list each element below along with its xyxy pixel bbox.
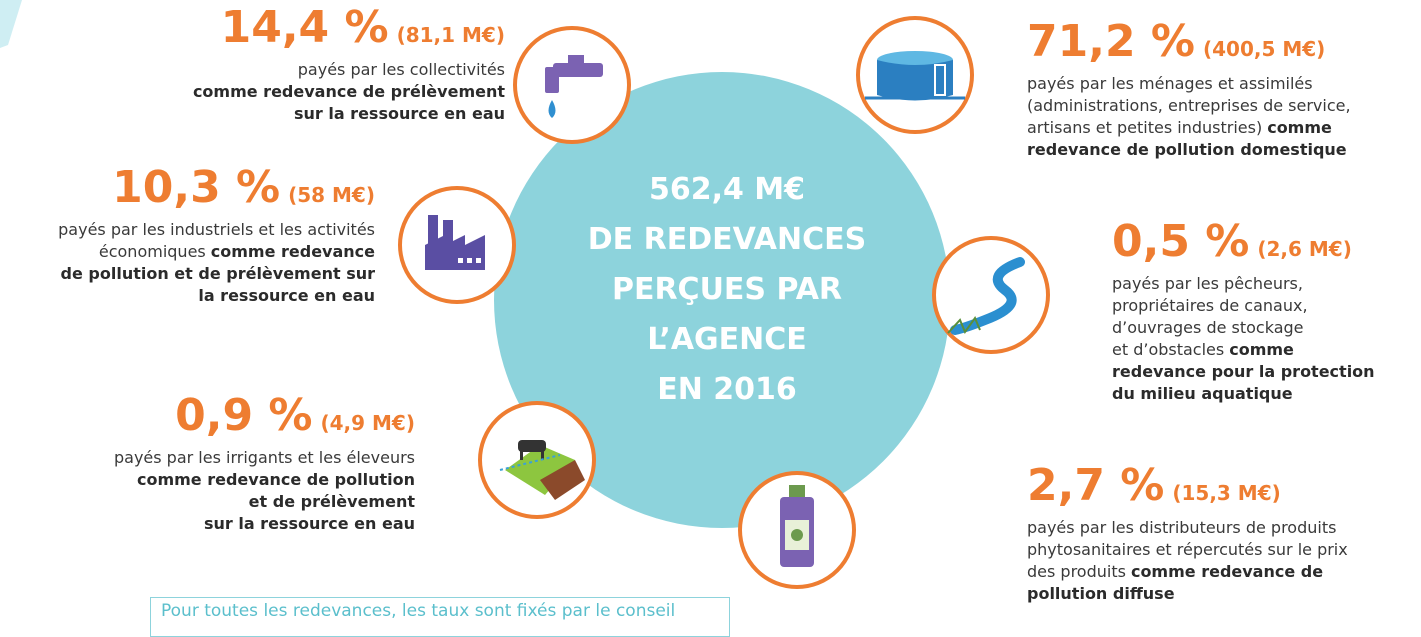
item: 71,2 %(400,5 M€) payés par les ménages et… xyxy=(1027,22,1351,161)
description-line: et de prélèvement xyxy=(114,491,415,513)
description-bold: pollution diffuse xyxy=(1027,584,1175,603)
description-line: payés par les industriels et les activit… xyxy=(58,219,375,241)
item: 0,5 %(2,6 M€) payés par les pêcheurs, prop… xyxy=(1112,222,1375,405)
description-text: payés par les distributeurs de produits xyxy=(1027,518,1336,537)
description-line: des produits comme redevance de xyxy=(1027,561,1348,583)
description-bold: comme xyxy=(1229,340,1294,359)
description-bold: comme redevance de xyxy=(1131,562,1323,581)
description-bold: redevance de pollution domestique xyxy=(1027,140,1347,159)
description-line: de pollution et de prélèvement sur xyxy=(58,263,375,285)
amount: (58 M€) xyxy=(288,183,375,207)
percent: 10,3 % xyxy=(112,162,280,213)
corner-shape xyxy=(0,0,22,48)
description-bold: la ressource en eau xyxy=(198,286,375,305)
description-bold: sur la ressource en eau xyxy=(294,104,505,123)
description-line: comme redevance de prélèvement xyxy=(193,81,505,103)
description-bold: comme redevance de pollution xyxy=(137,470,415,489)
description-line: payés par les collectivités xyxy=(193,59,505,81)
description-line: propriétaires de canaux, xyxy=(1112,295,1375,317)
description-line: payés par les ménages et assimilés xyxy=(1027,73,1351,95)
description-bold: de pollution et de prélèvement sur xyxy=(61,264,375,283)
bottle-icon xyxy=(780,485,814,567)
percent: 0,5 % xyxy=(1112,216,1249,267)
description-line: la ressource en eau xyxy=(58,285,375,307)
description-line: redevance pour la protection xyxy=(1112,361,1375,383)
item: 2,7 %(15,3 M€) payés par les distributeur… xyxy=(1027,466,1348,605)
description-bold: du milieu aquatique xyxy=(1112,384,1293,403)
amount: (15,3 M€) xyxy=(1172,481,1280,505)
description-line: phytosanitaires et répercutés sur le pri… xyxy=(1027,539,1348,561)
headline: 71,2 %(400,5 M€) xyxy=(1027,22,1351,71)
description-line: d’ouvrages de stockage xyxy=(1112,317,1375,339)
percent: 14,4 % xyxy=(221,2,389,53)
headline: 2,7 %(15,3 M€) xyxy=(1027,466,1348,515)
page: {"center": ["562,4 M€", "DE REDEVANCES",… xyxy=(0,0,1421,616)
description-text: payés par les industriels et les activit… xyxy=(58,220,375,239)
headline: 0,9 %(4,9 M€) xyxy=(114,396,415,445)
description-text: payés par les ménages et assimilés xyxy=(1027,74,1313,93)
description-bold: et de prélèvement xyxy=(249,492,415,511)
description-line: payés par les pêcheurs, xyxy=(1112,273,1375,295)
center-line: PERÇUES PAR xyxy=(552,265,902,315)
amount: (81,1 M€) xyxy=(397,23,505,47)
description-bold: comme redevance de prélèvement xyxy=(193,82,505,101)
description-text: payés par les pêcheurs, xyxy=(1112,274,1303,293)
item: 10,3 %(58 M€) payés par les industriels e… xyxy=(58,168,375,307)
description-line: comme redevance de pollution xyxy=(114,469,415,491)
headline: 14,4 %(81,1 M€) xyxy=(193,8,505,57)
description-text: (administrations, entreprises de service… xyxy=(1027,96,1351,115)
percent: 2,7 % xyxy=(1027,460,1164,511)
amount: (4,9 M€) xyxy=(321,411,416,435)
headline: 0,5 %(2,6 M€) xyxy=(1112,222,1375,271)
headline: 10,3 %(58 M€) xyxy=(58,168,375,217)
description-bold: sur la ressource en eau xyxy=(204,514,415,533)
description-text: propriétaires de canaux, xyxy=(1112,296,1308,315)
center-line: EN 2016 xyxy=(552,365,902,415)
amount: (400,5 M€) xyxy=(1203,37,1325,61)
description-line: et d’obstacles comme xyxy=(1112,339,1375,361)
amount: (2,6 M€) xyxy=(1257,237,1352,261)
description-bold: redevance pour la protection xyxy=(1112,362,1375,381)
description-line: économiques comme redevance xyxy=(58,241,375,263)
item: 14,4 %(81,1 M€) payés par les collectivit… xyxy=(193,8,505,125)
percent: 0,9 % xyxy=(175,390,312,441)
center-line: L’AGENCE xyxy=(552,315,902,365)
description-line: (administrations, entreprises de service… xyxy=(1027,95,1351,117)
item: 0,9 %(4,9 M€) payés par les irrigants et … xyxy=(114,396,415,535)
center-line: DE REDEVANCES xyxy=(552,215,902,265)
description-bold: comme xyxy=(1267,118,1332,137)
description-line: sur la ressource en eau xyxy=(193,103,505,125)
description-text: payés par les collectivités xyxy=(298,60,505,79)
tank-icon xyxy=(865,51,965,101)
note-text: Pour toutes les redevances, les taux son… xyxy=(161,601,675,621)
description-text: d’ouvrages de stockage xyxy=(1112,318,1304,337)
description-line: du milieu aquatique xyxy=(1112,383,1375,405)
percent: 71,2 % xyxy=(1027,16,1195,67)
description-line: pollution diffuse xyxy=(1027,583,1348,605)
note-box: Pour toutes les redevances, les taux son… xyxy=(150,597,730,637)
description-text: et d’obstacles xyxy=(1112,340,1224,359)
description-text: artisans et petites industries) xyxy=(1027,118,1262,137)
description-line: redevance de pollution domestique xyxy=(1027,139,1351,161)
center-line: 562,4 M€ xyxy=(552,165,902,215)
description-bold: comme redevance xyxy=(211,242,375,261)
description-text: payés par les irrigants et les éleveurs xyxy=(114,448,415,467)
description-line: sur la ressource en eau xyxy=(114,513,415,535)
description-line: payés par les distributeurs de produits xyxy=(1027,517,1348,539)
description-line: artisans et petites industries) comme xyxy=(1027,117,1351,139)
description-text: économiques xyxy=(99,242,206,261)
description-text: phytosanitaires et répercutés sur le pri… xyxy=(1027,540,1348,559)
description-line: payés par les irrigants et les éleveurs xyxy=(114,447,415,469)
description-text: des produits xyxy=(1027,562,1126,581)
